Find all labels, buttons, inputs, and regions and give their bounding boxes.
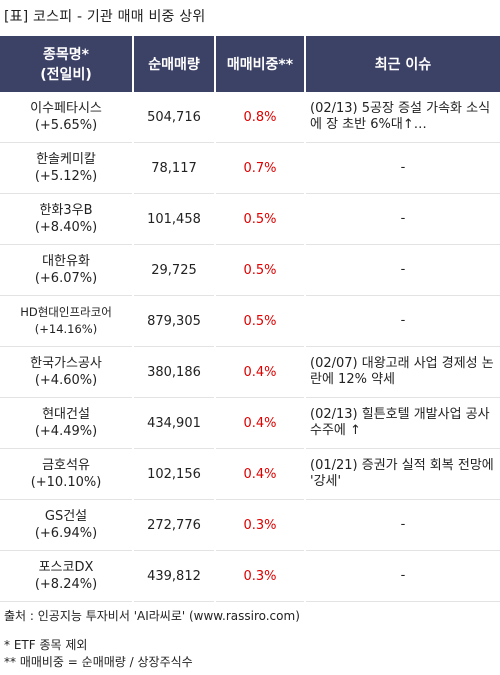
recent-issue: - xyxy=(400,262,406,277)
stock-name: 한화3우B xyxy=(39,203,93,218)
recent-issue-cell: (01/21) 증권가 실적 회복 전망에 '강세' xyxy=(304,448,500,500)
source-note: 출처 : 인공지능 투자비서 'AI라씨로' (www.rassiro.com) xyxy=(4,609,300,623)
stock-change: (+6.94%) xyxy=(34,526,98,541)
page-title: [표] 코스피 - 기관 매매 비중 상위 xyxy=(4,9,206,25)
table-row: 포스코DX (+8.24%) 439,812 0.3% - xyxy=(0,550,500,602)
recent-issue: (02/13) 힐튼호텔 개발사업 공사 수주에 ↑ xyxy=(310,407,490,438)
stock-change: (+6.07%) xyxy=(34,271,98,286)
table-row: 금호석유 (+10.10%) 102,156 0.4% (01/21) 증권가 실적 회… xyxy=(0,448,500,500)
stock-name-cell: 포스코DX (+8.24%) xyxy=(0,550,133,602)
net-volume: 439,812 xyxy=(132,550,215,602)
net-volume: 78,117 xyxy=(132,142,215,194)
recent-issue-cell: (02/13) 5공장 증설 가속화 소식에 장 초반 6%대↑… xyxy=(304,92,500,143)
stock-name: 이수페타시스 xyxy=(30,101,102,116)
table-row: 한국가스공사 (+4.60%) 380,186 0.4% (02/07) 대왕고래 사업… xyxy=(0,346,500,398)
stock-name-cell: GS건설 (+6.94%) xyxy=(0,499,133,551)
stock-name-cell: 현대건설 (+4.49%) xyxy=(0,397,133,449)
recent-issue-cell: - xyxy=(304,244,500,296)
column-header-issue: 최근 이슈 xyxy=(304,36,500,92)
table-body: 이수페타시스 (+5.65%) 504,716 0.8% (02/13) 5공장 증설 … xyxy=(0,92,500,602)
net-volume: 504,716 xyxy=(132,92,215,143)
stock-name: 현대건설 xyxy=(42,407,90,422)
trade-ratio: 0.4% xyxy=(214,346,305,398)
trade-ratio: 0.4% xyxy=(214,448,305,500)
stock-change: (+8.24%) xyxy=(34,577,98,592)
stock-name: 대한유화 xyxy=(42,254,90,269)
recent-issue-cell: - xyxy=(304,550,500,602)
table-row: HD현대인프라코어 (+14.16%) 879,305 0.5% - xyxy=(0,295,500,347)
stock-change: (+10.10%) xyxy=(30,475,102,490)
trade-ratio: 0.4% xyxy=(214,397,305,449)
table-row: 한화3우B (+8.40%) 101,458 0.5% - xyxy=(0,193,500,245)
stock-change: (+14.16%) xyxy=(34,322,98,336)
stock-change: (+8.40%) xyxy=(34,220,98,235)
stock-name: HD현대인프라코어 xyxy=(20,305,112,319)
stock-change: (+4.49%) xyxy=(34,424,98,439)
recent-issue-cell: (02/07) 대왕고래 사업 경제성 논란에 12% 약세 xyxy=(304,346,500,398)
recent-issue-cell: - xyxy=(304,193,500,245)
table-row: 이수페타시스 (+5.65%) 504,716 0.8% (02/13) 5공장 증설 … xyxy=(0,92,500,143)
net-volume: 272,776 xyxy=(132,499,215,551)
net-volume: 380,186 xyxy=(132,346,215,398)
recent-issue: - xyxy=(400,211,406,226)
trade-ratio: 0.8% xyxy=(214,92,305,143)
trade-ratio: 0.5% xyxy=(214,295,305,347)
table-header-row: 종목명* (전일비) 순매매량 매매비중** 최근 이슈 xyxy=(0,36,500,92)
recent-issue-cell: - xyxy=(304,142,500,194)
stock-name: 금호석유 xyxy=(42,458,90,473)
recent-issue: (01/21) 증권가 실적 회복 전망에 '강세' xyxy=(310,458,494,489)
stock-change: (+5.65%) xyxy=(34,118,98,133)
trade-ratio: 0.7% xyxy=(214,142,305,194)
net-volume: 102,156 xyxy=(132,448,215,500)
stock-name: GS건설 xyxy=(44,509,88,524)
net-volume: 101,458 xyxy=(132,193,215,245)
stock-name-cell: 한국가스공사 (+4.60%) xyxy=(0,346,133,398)
stock-name: 한솔케미칼 xyxy=(36,152,96,167)
table-row: 한솔케미칼 (+5.12%) 78,117 0.7% - xyxy=(0,142,500,194)
stock-name: 한국가스공사 xyxy=(30,356,102,371)
column-header-ratio: 매매비중** xyxy=(214,36,305,92)
stock-name-cell: 한화3우B (+8.40%) xyxy=(0,193,133,245)
recent-issue-cell: - xyxy=(304,499,500,551)
column-header-volume: 순매매량 xyxy=(132,36,215,92)
net-volume: 434,901 xyxy=(132,397,215,449)
trade-ratio: 0.3% xyxy=(214,499,305,551)
stock-name: 포스코DX xyxy=(38,560,94,575)
recent-issue: - xyxy=(400,568,406,583)
trade-ratio: 0.5% xyxy=(214,193,305,245)
table-row: 대한유화 (+6.07%) 29,725 0.5% - xyxy=(0,244,500,296)
column-header-name-line1: 종목명* xyxy=(43,47,89,63)
stock-change: (+4.60%) xyxy=(34,373,98,388)
recent-issue: (02/07) 대왕고래 사업 경제성 논란에 12% 약세 xyxy=(310,356,494,387)
recent-issue: - xyxy=(400,517,406,532)
net-volume: 879,305 xyxy=(132,295,215,347)
recent-issue-cell: (02/13) 힐튼호텔 개발사업 공사 수주에 ↑ xyxy=(304,397,500,449)
table-row: GS건설 (+6.94%) 272,776 0.3% - xyxy=(0,499,500,551)
recent-issue: - xyxy=(400,160,406,175)
column-header-name: 종목명* (전일비) xyxy=(0,36,133,92)
footnote-ratio: ** 매매비중 = 순매매량 / 상장주식수 xyxy=(4,655,193,669)
net-volume: 29,725 xyxy=(132,244,215,296)
footnote-etf: * ETF 종목 제외 xyxy=(4,638,88,652)
stock-change: (+5.12%) xyxy=(34,169,98,184)
stock-name-cell: 대한유화 (+6.07%) xyxy=(0,244,133,296)
recent-issue-cell: - xyxy=(304,295,500,347)
trade-ratio: 0.3% xyxy=(214,550,305,602)
table-row: 현대건설 (+4.49%) 434,901 0.4% (02/13) 힐튼호텔 개발사업… xyxy=(0,397,500,449)
column-header-name-line2: (전일비) xyxy=(40,67,92,83)
trade-ratio: 0.5% xyxy=(214,244,305,296)
ranking-table: 종목명* (전일비) 순매매량 매매비중** 최근 이슈 이수페타시스 (+5.6… xyxy=(0,36,500,602)
stock-name-cell: HD현대인프라코어 (+14.16%) xyxy=(0,295,133,347)
stock-name-cell: 한솔케미칼 (+5.12%) xyxy=(0,142,133,194)
recent-issue: - xyxy=(400,313,406,328)
stock-name-cell: 이수페타시스 (+5.65%) xyxy=(0,92,133,143)
stock-name-cell: 금호석유 (+10.10%) xyxy=(0,448,133,500)
recent-issue: (02/13) 5공장 증설 가속화 소식에 장 초반 6%대↑… xyxy=(310,101,491,132)
